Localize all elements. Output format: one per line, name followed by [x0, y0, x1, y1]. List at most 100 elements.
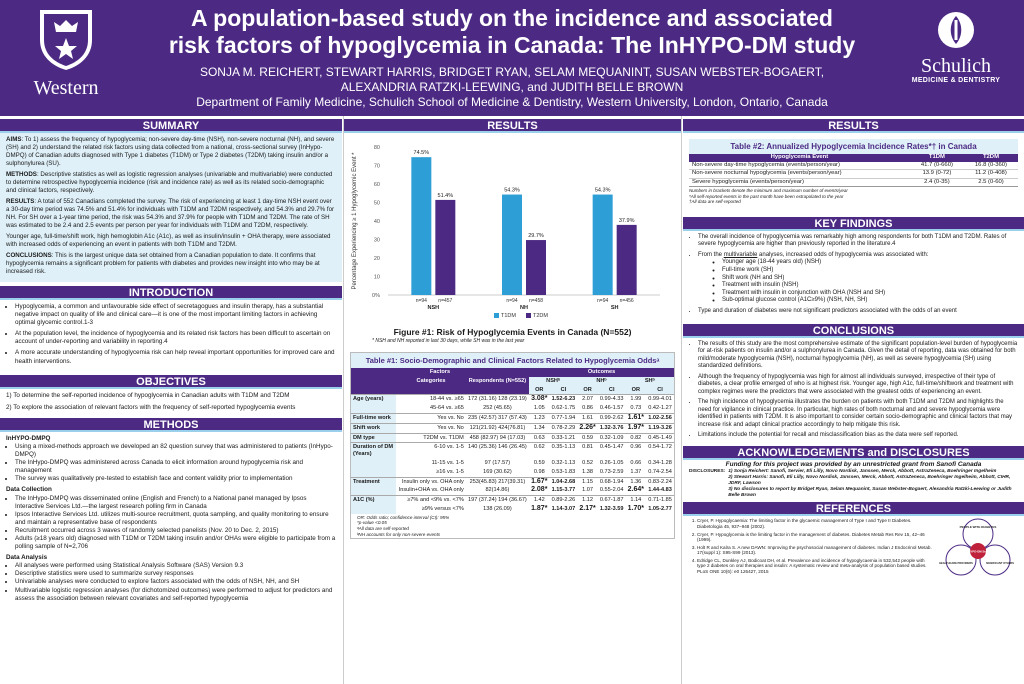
- key-finding-sub: Treatment with insulin (NSH): [722, 282, 1018, 290]
- table1-or: 1.34: [529, 422, 550, 434]
- schulich-logo: Schulich MEDICINE & DENTISTRY: [906, 10, 1006, 100]
- table1-or: 2.08*: [531, 486, 548, 494]
- table1-factor: [351, 458, 397, 468]
- table1-respondents: 169 (30.62): [483, 468, 512, 475]
- table2-cell: 11.2 (0-408): [975, 170, 1007, 177]
- table1-respondents: 121(21.92) 424(76.81): [465, 422, 530, 434]
- table1-ci: 0.33-1.21: [549, 432, 578, 443]
- table1-ci: 1.32-3.59: [599, 505, 624, 512]
- table1-box: Table #1: Socio-Demographic and Clinical…: [350, 352, 675, 540]
- y-tick-label: 30: [374, 238, 380, 244]
- bar-n-label: n=458: [529, 298, 543, 304]
- objectives-heading: OBJECTIVES: [0, 374, 342, 389]
- table1-or: 1.14: [625, 495, 647, 505]
- reference-item: Holt R and Kalra S. A new DAWN: Improvin…: [697, 545, 934, 556]
- table1-row: 11-15 vs. 1-5 97 (17.57) 0.59 0.32-1.13 0.52…: [351, 458, 674, 468]
- table1-or: 0.52: [582, 459, 593, 466]
- disclosures-label: DISCLOSURES:: [689, 469, 726, 475]
- table1-or: 1.70*: [627, 504, 645, 512]
- key-finding: From the multivariable analyses, increas…: [698, 252, 1018, 305]
- diagram-circle-right: [979, 544, 1011, 576]
- table1-ci: 0.34-1.28: [648, 459, 672, 466]
- methods-heading: METHODS: [0, 417, 342, 432]
- poster-title-line2: risk factors of hypoglycemia in Canada: …: [168, 32, 856, 58]
- table1-or: 3.08*: [529, 394, 550, 405]
- left-column: SUMMARY AIMS: To 1) assess the frequency…: [0, 116, 342, 684]
- table1-category: 45-64 vs. ≥65: [429, 405, 464, 412]
- table1-row: DM type T2DM vs. T1DM 458 (82.97) 94 (17.0…: [351, 432, 674, 443]
- table1-or: 2.07: [577, 394, 598, 405]
- table1-factor: A1C (%): [351, 495, 397, 505]
- summary-heading: SUMMARY: [0, 119, 342, 133]
- authors-line2: ALEXANDRIA RATZKI-LEEWING, and JUDITH BE…: [340, 80, 684, 94]
- table1-or: 1.37: [630, 468, 642, 475]
- introduction-body: Hypoglycemia, a common and unfavourable …: [0, 300, 342, 372]
- table1-or: 1.61: [577, 412, 598, 424]
- table2-box: Table #2: Annualized Hypoglycemia Incide…: [689, 139, 1018, 205]
- table1-factor: [351, 467, 397, 478]
- table1-ci: 0.26-1.05: [599, 459, 624, 466]
- key-finding: The overall incidence of hypoglycemia wa…: [698, 234, 1018, 249]
- summary-conclusions: CONCLUSIONS: This is the largest unique …: [6, 252, 320, 275]
- middle-column: RESULTS Percentage Experiencing ≥ 1 Hypo…: [343, 116, 682, 684]
- table1-ci: 0.45-1.47: [597, 442, 626, 459]
- table1-footnote: *p-value <0.05: [357, 520, 387, 526]
- table1-row: Shift work Yes vs. No 121(21.92) 424(76.81…: [351, 422, 674, 434]
- table1-ci: 1.02-2.56: [646, 412, 674, 424]
- table1-respondents: 82(14.86): [485, 487, 510, 494]
- table1-row: ≥9% versus <7% 138 (26.09) 1.87* 1.14-3.07 2…: [351, 504, 674, 514]
- table1-factor: [351, 404, 397, 414]
- table1-category: 6-10 vs. 1-5: [396, 442, 466, 459]
- table2-cell: 2.5 (0-60): [978, 178, 1004, 185]
- table1-ci: 0.99-4.01: [646, 394, 674, 405]
- table1-header-ci: CI: [597, 385, 626, 395]
- key-finding-sub: Sub-optimal glucose control (A1C≥9%) (NS…: [722, 297, 1018, 305]
- methods-bullet: The InHypo-DMPQ was administered across …: [15, 459, 336, 475]
- bar-n-label: n=94: [597, 298, 608, 304]
- table1-factor: [351, 504, 397, 514]
- bar-t1dm-nh: [502, 194, 522, 295]
- table1-factor: Shift work: [351, 422, 397, 434]
- table1-ci: 1.04-2.68: [549, 476, 578, 487]
- table1-ci: 1.05-2.77: [648, 505, 672, 512]
- table2-cell: Non-severe day-time hypoglycemia (events…: [692, 161, 840, 168]
- table1-or: 2.26*: [577, 422, 598, 434]
- table1-or: 1.05: [533, 405, 545, 412]
- methods-bullet: Ipsos Interactive Services Ltd. utilizes…: [15, 511, 336, 527]
- intro-bullet: A more accurate understanding of hypogly…: [15, 349, 336, 365]
- poster-title-line1: A population-based study on the incidenc…: [191, 5, 833, 31]
- bar-data-label: 51.4%: [438, 193, 454, 199]
- table1-or: 1.07: [582, 487, 593, 494]
- table1-ci: 0.77-1.94: [549, 412, 578, 424]
- table1-row: Age (years) 18-44 vs. ≥65 172 (31.16) 128 …: [351, 394, 674, 405]
- bar-data-label: 29.7%: [528, 233, 544, 239]
- table1-footnote: OR: Odds ratio; confidence interval (CI)…: [357, 514, 450, 520]
- table1-ci: 0.78-2.29: [549, 422, 578, 434]
- table1-or: 1.15: [577, 476, 598, 487]
- table1-or: 1.42: [529, 495, 550, 505]
- table1-respondents: 458 (82.97) 94 (17.03): [465, 432, 530, 443]
- table1-or: 1.87*: [531, 504, 548, 512]
- table1-ci: 0.74-2.54: [648, 468, 672, 475]
- summary-results: RESULTS: A total of 552 Canadians comple…: [6, 198, 335, 229]
- results-heading: RESULTS: [344, 119, 681, 133]
- methods-body: InHYPO-DMPQ Using a mixed-methods approa…: [0, 432, 342, 606]
- bar-n-label: n=94: [416, 298, 427, 304]
- bar-n-label: n=456: [620, 298, 634, 304]
- right-column: RESULTS Table #2: Annualized Hypoglycemi…: [683, 116, 1024, 684]
- table1-category: Insulin only vs. OHA only: [396, 476, 466, 487]
- table1-factor: Age (years): [351, 394, 397, 405]
- y-tick-label: 70: [374, 164, 380, 170]
- shield-icon: [40, 10, 92, 70]
- table1-or: 0.81: [577, 442, 598, 459]
- methods-bullet: Multivariable logistic regression analys…: [15, 587, 336, 603]
- table1-row: ≥16 vs. 1-5 169 (30.62) 0.98 0.53-1.83 1.38 0…: [351, 467, 674, 478]
- table1-header-outcomes: Outcomes: [529, 368, 674, 377]
- objectives-body: 1) To determine the self-reported incide…: [0, 389, 342, 415]
- table1-title: Table #1: Socio-Demographic and Clinical…: [351, 353, 674, 368]
- table2-header: Hypoglycemia Event: [689, 154, 910, 162]
- table1-or: 0.59: [577, 432, 598, 443]
- table1-or: 0.98: [533, 468, 545, 475]
- table2-header: T1DM: [909, 154, 964, 162]
- conclusion-bullet: Limitations include the potential for re…: [698, 432, 1018, 440]
